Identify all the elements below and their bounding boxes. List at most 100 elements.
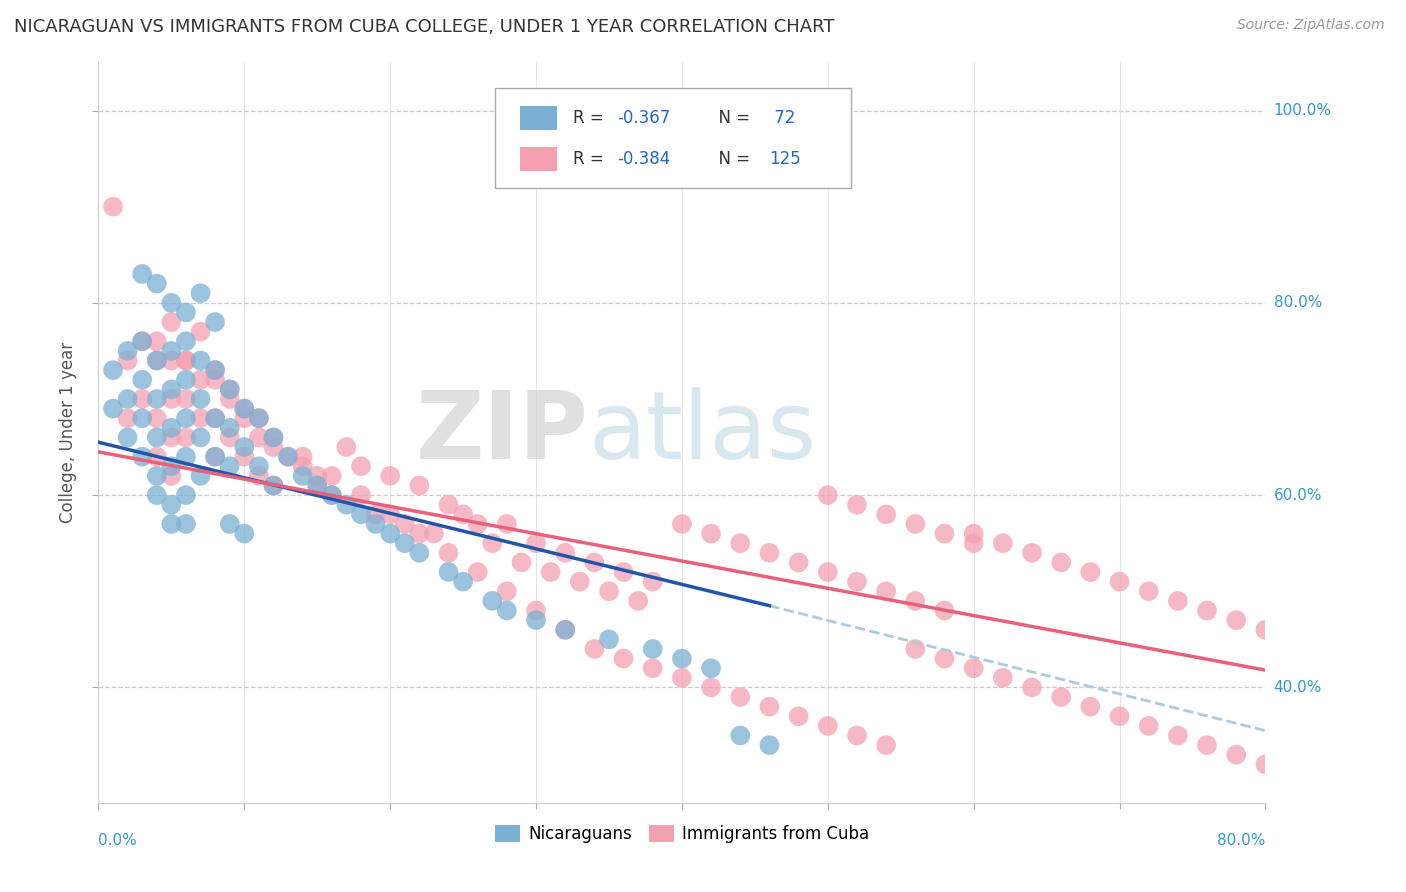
Text: R =: R = — [574, 109, 609, 127]
Point — [277, 450, 299, 464]
Point — [146, 430, 169, 444]
Point — [524, 536, 547, 550]
Point — [467, 565, 489, 579]
Point — [131, 411, 153, 425]
Point — [758, 738, 780, 752]
Point — [174, 392, 197, 406]
Point — [131, 392, 153, 406]
Text: atlas: atlas — [589, 386, 817, 479]
Point — [962, 661, 984, 675]
Point — [554, 623, 576, 637]
FancyBboxPatch shape — [520, 147, 557, 170]
Point — [146, 392, 169, 406]
Point — [190, 469, 212, 483]
Point — [117, 430, 139, 444]
Point — [131, 450, 153, 464]
Point — [583, 642, 606, 657]
Point — [174, 516, 197, 531]
Point — [451, 574, 474, 589]
Point — [146, 488, 169, 502]
Point — [730, 729, 752, 743]
Point — [233, 401, 256, 416]
Point — [1225, 613, 1247, 627]
Text: R =: R = — [574, 150, 609, 168]
Point — [190, 286, 212, 301]
Point — [101, 200, 124, 214]
Point — [1021, 546, 1043, 560]
Point — [598, 584, 620, 599]
Text: 40.0%: 40.0% — [1274, 680, 1322, 695]
Point — [758, 546, 780, 560]
Point — [875, 584, 897, 599]
Point — [437, 546, 460, 560]
Point — [160, 315, 183, 329]
Point — [160, 469, 183, 483]
Point — [160, 421, 183, 435]
Point — [174, 334, 197, 349]
Point — [262, 430, 284, 444]
Point — [1108, 709, 1130, 723]
Point — [1080, 565, 1102, 579]
Point — [671, 516, 693, 531]
Point — [364, 508, 387, 522]
Text: 100.0%: 100.0% — [1274, 103, 1331, 118]
Point — [204, 363, 226, 377]
Point — [1167, 729, 1189, 743]
Point — [174, 373, 197, 387]
Point — [904, 594, 927, 608]
Text: N =: N = — [707, 109, 755, 127]
Point — [247, 459, 270, 474]
Point — [233, 411, 256, 425]
Point — [1254, 623, 1277, 637]
Point — [1080, 699, 1102, 714]
Point — [962, 526, 984, 541]
Point — [481, 536, 503, 550]
Text: -0.384: -0.384 — [617, 150, 671, 168]
Text: NICARAGUAN VS IMMIGRANTS FROM CUBA COLLEGE, UNDER 1 YEAR CORRELATION CHART: NICARAGUAN VS IMMIGRANTS FROM CUBA COLLE… — [14, 18, 835, 36]
Point — [540, 565, 562, 579]
Point — [117, 411, 139, 425]
Text: -0.367: -0.367 — [617, 109, 671, 127]
Point — [380, 469, 402, 483]
Point — [204, 450, 226, 464]
Point — [700, 526, 723, 541]
Point — [467, 516, 489, 531]
Text: 80.0%: 80.0% — [1218, 833, 1265, 848]
Point — [174, 353, 197, 368]
Point — [160, 498, 183, 512]
Point — [730, 690, 752, 704]
Point — [131, 334, 153, 349]
Point — [671, 651, 693, 665]
Point — [160, 295, 183, 310]
Text: 60.0%: 60.0% — [1274, 488, 1322, 502]
Point — [101, 363, 124, 377]
Point — [101, 401, 124, 416]
Point — [146, 411, 169, 425]
Point — [307, 478, 329, 492]
Point — [1195, 738, 1218, 752]
Point — [598, 632, 620, 647]
Point — [204, 411, 226, 425]
Point — [496, 603, 519, 617]
Point — [218, 516, 240, 531]
Point — [291, 450, 314, 464]
Point — [277, 450, 299, 464]
Point — [335, 498, 357, 512]
Point — [247, 411, 270, 425]
Point — [394, 536, 416, 550]
Point — [787, 709, 810, 723]
Point — [131, 334, 153, 349]
Point — [380, 508, 402, 522]
Point — [131, 267, 153, 281]
Point — [496, 584, 519, 599]
Point — [146, 353, 169, 368]
Point — [350, 488, 373, 502]
Point — [904, 642, 927, 657]
Point — [218, 382, 240, 396]
Point — [934, 651, 956, 665]
Point — [190, 430, 212, 444]
Point — [583, 556, 606, 570]
Point — [510, 556, 533, 570]
Point — [307, 478, 329, 492]
Point — [451, 508, 474, 522]
